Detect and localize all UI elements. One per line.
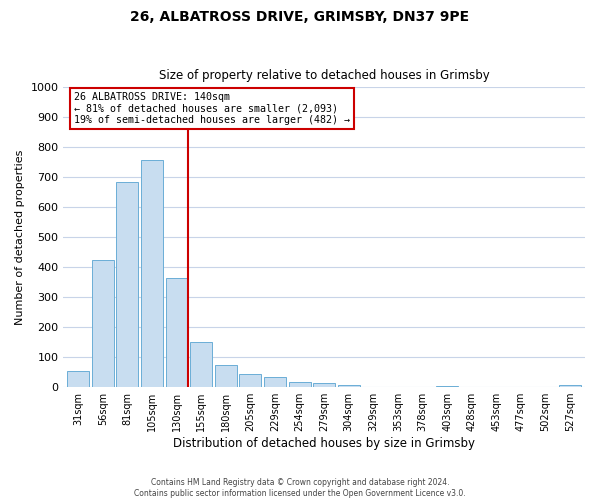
Y-axis label: Number of detached properties: Number of detached properties: [15, 150, 25, 325]
Bar: [264, 378, 286, 387]
Bar: [239, 374, 262, 387]
Bar: [436, 386, 458, 387]
Bar: [190, 342, 212, 387]
Text: Contains HM Land Registry data © Crown copyright and database right 2024.
Contai: Contains HM Land Registry data © Crown c…: [134, 478, 466, 498]
Bar: [215, 364, 237, 387]
Bar: [92, 260, 114, 387]
Bar: [141, 160, 163, 387]
Bar: [338, 384, 360, 387]
Bar: [313, 384, 335, 387]
Bar: [116, 182, 139, 387]
Text: 26, ALBATROSS DRIVE, GRIMSBY, DN37 9PE: 26, ALBATROSS DRIVE, GRIMSBY, DN37 9PE: [130, 10, 470, 24]
X-axis label: Distribution of detached houses by size in Grimsby: Distribution of detached houses by size …: [173, 437, 475, 450]
Bar: [559, 384, 581, 387]
Bar: [67, 372, 89, 387]
Bar: [289, 382, 311, 387]
Bar: [166, 278, 188, 387]
Title: Size of property relative to detached houses in Grimsby: Size of property relative to detached ho…: [159, 69, 490, 82]
Text: 26 ALBATROSS DRIVE: 140sqm
← 81% of detached houses are smaller (2,093)
19% of s: 26 ALBATROSS DRIVE: 140sqm ← 81% of deta…: [74, 92, 350, 125]
